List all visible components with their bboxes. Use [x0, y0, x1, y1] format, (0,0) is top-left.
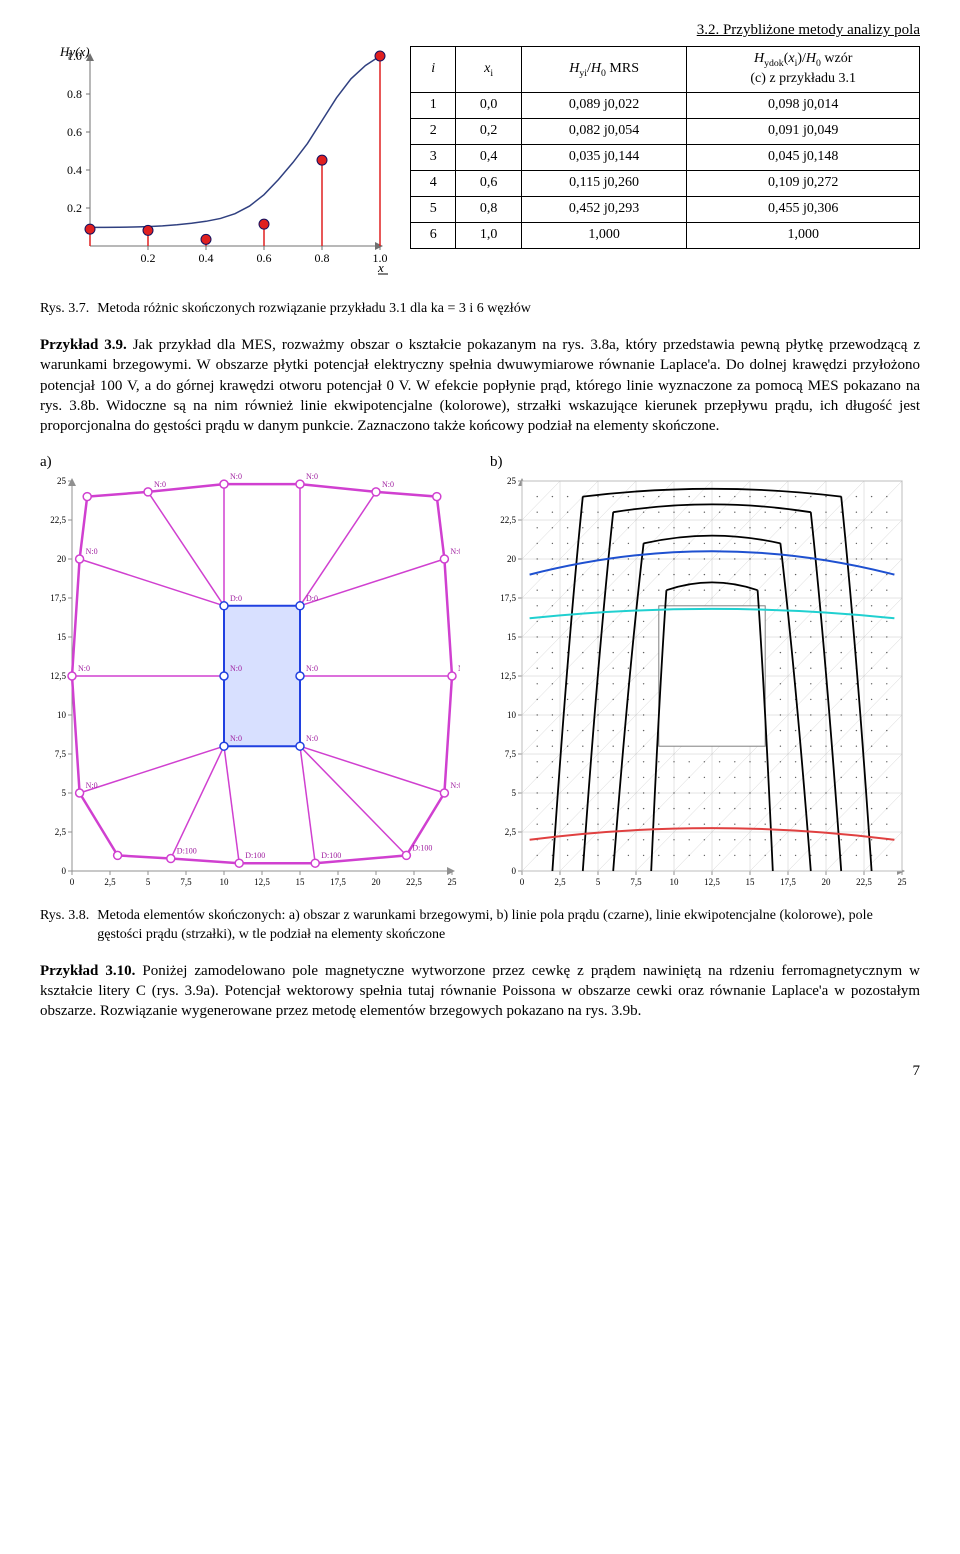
svg-text:5: 5 — [146, 877, 151, 887]
svg-text:20: 20 — [57, 554, 67, 564]
svg-text:15: 15 — [57, 632, 67, 642]
subfig-b-label: b) — [490, 452, 910, 472]
svg-text:D:100: D:100 — [177, 846, 197, 855]
svg-text:0.2: 0.2 — [67, 201, 82, 215]
svg-text:12,5: 12,5 — [500, 671, 516, 681]
caption-tag: Rys. 3.8. — [40, 907, 89, 945]
svg-text:0.2: 0.2 — [141, 251, 156, 265]
svg-text:D:100: D:100 — [245, 851, 265, 860]
paragraph-1-text: Jak przykład dla MES, rozważmy obszar o … — [40, 337, 920, 434]
svg-text:10: 10 — [507, 710, 517, 720]
svg-text:D:0: D:0 — [306, 593, 318, 602]
svg-text:17,5: 17,5 — [50, 593, 66, 603]
svg-text:25: 25 — [507, 476, 517, 486]
svg-text:0.6: 0.6 — [257, 251, 272, 265]
svg-text:10: 10 — [57, 710, 67, 720]
svg-text:17,5: 17,5 — [500, 593, 516, 603]
svg-text:12,5: 12,5 — [704, 877, 720, 887]
svg-text:N:0: N:0 — [306, 734, 318, 743]
svg-text:Hy(x): Hy(x) — [59, 46, 90, 59]
caption-3-7: Rys. 3.7. Metoda różnic skończonych rozw… — [40, 300, 920, 319]
svg-text:N:0: N:0 — [382, 480, 394, 489]
svg-text:0.8: 0.8 — [315, 251, 330, 265]
paragraph-2: Przykład 3.10. Poniżej zamodelowano pole… — [40, 961, 920, 1022]
svg-text:N:0: N:0 — [450, 781, 460, 790]
svg-text:7,5: 7,5 — [180, 877, 192, 887]
line-chart: 0.20.40.60.81.00.20.40.60.81.0Hy(x)xa — [40, 46, 390, 276]
svg-text:15: 15 — [746, 877, 756, 887]
svg-text:N:0: N:0 — [306, 473, 318, 481]
svg-text:2,5: 2,5 — [505, 827, 517, 837]
svg-text:5: 5 — [512, 788, 517, 798]
subfig-a-label: a) — [40, 452, 460, 472]
svg-text:12,5: 12,5 — [50, 671, 66, 681]
figure-and-table: 0.20.40.60.81.00.20.40.60.81.0Hy(x)xa ix… — [40, 46, 920, 276]
svg-text:N:0: N:0 — [78, 664, 90, 673]
svg-text:N:0: N:0 — [230, 473, 242, 481]
svg-text:22,5: 22,5 — [406, 877, 422, 887]
svg-text:17,5: 17,5 — [780, 877, 796, 887]
svg-text:0.4: 0.4 — [199, 251, 214, 265]
svg-text:5: 5 — [62, 788, 67, 798]
svg-text:10: 10 — [670, 877, 680, 887]
caption-3-8: Rys. 3.8. Metoda elementów skończonych: … — [40, 907, 920, 945]
svg-text:7,5: 7,5 — [505, 749, 517, 759]
caption-text: Metoda różnic skończonych rozwiązanie pr… — [97, 300, 920, 319]
svg-text:D:100: D:100 — [321, 851, 341, 860]
caption-text: Metoda elementów skończonych: a) obszar … — [97, 907, 920, 945]
svg-text:25: 25 — [448, 877, 458, 887]
svg-text:D:100: D:100 — [412, 843, 432, 852]
svg-text:0: 0 — [520, 877, 525, 887]
paragraph-1: Przykład 3.9. Jak przykład dla MES, rozw… — [40, 335, 920, 436]
svg-text:15: 15 — [296, 877, 306, 887]
svg-text:N:0: N:0 — [230, 664, 242, 673]
svg-text:0: 0 — [70, 877, 75, 887]
svg-text:7,5: 7,5 — [630, 877, 642, 887]
svg-text:N:0: N:0 — [306, 664, 318, 673]
svg-text:25: 25 — [898, 877, 908, 887]
svg-text:D:0: D:0 — [230, 593, 242, 602]
svg-text:N:0: N:0 — [86, 547, 98, 556]
svg-text:10: 10 — [220, 877, 230, 887]
svg-text:20: 20 — [822, 877, 832, 887]
svg-text:22,5: 22,5 — [856, 877, 872, 887]
svg-text:N:0: N:0 — [458, 664, 460, 673]
section-header: 3.2. Przybliżone metody analizy pola — [40, 20, 920, 40]
svg-text:20: 20 — [372, 877, 382, 887]
svg-text:12,5: 12,5 — [254, 877, 270, 887]
subfig-b: 00 2,5 2,5 5 5 7,5 7,5 10 10 12,5 12,5 15 15 17,5 17,5… — [490, 473, 910, 893]
svg-text:0: 0 — [62, 866, 67, 876]
figure-3-8: a) 002,52,5557,57,5101012,512,5151517,51… — [40, 452, 920, 899]
svg-text:22,5: 22,5 — [500, 515, 516, 525]
svg-text:2,5: 2,5 — [104, 877, 116, 887]
svg-text:0.4: 0.4 — [67, 163, 82, 177]
svg-text:2,5: 2,5 — [554, 877, 566, 887]
svg-text:5: 5 — [596, 877, 601, 887]
svg-text:22,5: 22,5 — [50, 515, 66, 525]
svg-text:7,5: 7,5 — [55, 749, 67, 759]
svg-text:N:0: N:0 — [230, 734, 242, 743]
svg-text:a: a — [378, 272, 385, 276]
subfig-a: 00 2,5 2,5 5 5 7,5 7,5 10 10 12,5 12,5 15 15 17,5 17,5… — [40, 473, 460, 893]
page-number: 7 — [40, 1061, 920, 1081]
svg-text:0.8: 0.8 — [67, 87, 82, 101]
paragraph-2-text: Poniżej zamodelowano pole magnetyczne wy… — [40, 963, 920, 1020]
svg-text:2,5: 2,5 — [55, 827, 67, 837]
caption-tag: Rys. 3.7. — [40, 300, 89, 319]
svg-text:N:0: N:0 — [450, 547, 460, 556]
data-table: ixiHyi/H0 MRSHydok(xi)/H0 wzór(c) z przy… — [410, 46, 920, 276]
svg-text:N:0: N:0 — [86, 781, 98, 790]
svg-text:N:0: N:0 — [154, 480, 166, 489]
svg-text:20: 20 — [507, 554, 517, 564]
svg-text:17,5: 17,5 — [330, 877, 346, 887]
svg-text:0.6: 0.6 — [67, 125, 82, 139]
svg-text:25: 25 — [57, 476, 67, 486]
svg-text:15: 15 — [507, 632, 517, 642]
example-label: Przykład 3.10. — [40, 963, 135, 979]
example-label: Przykład 3.9. — [40, 337, 127, 353]
svg-text:0: 0 — [512, 866, 517, 876]
